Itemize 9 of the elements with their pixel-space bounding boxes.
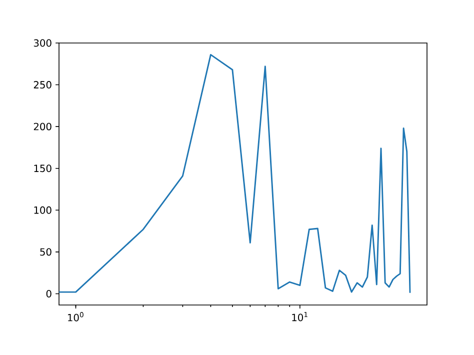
y-tick-label: 50 <box>40 248 52 256</box>
y-tick-label: 200 <box>34 122 52 130</box>
x-tick-label: 10$^{1}$ <box>292 312 308 322</box>
y-tick-label: 300 <box>34 39 52 47</box>
y-tick-label: 100 <box>34 206 52 214</box>
y-tick-label: 250 <box>34 81 52 89</box>
y-tick-label: 150 <box>34 164 52 172</box>
y-tick-label: 0 <box>46 290 52 298</box>
x-tick-label: 10$^{0}$ <box>68 312 84 322</box>
